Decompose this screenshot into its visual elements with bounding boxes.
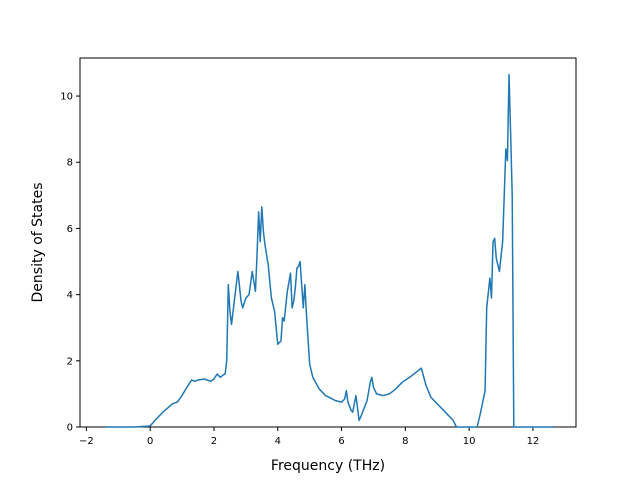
x-tick-label: 10: [463, 436, 476, 447]
y-axis-label: Density of States: [30, 183, 46, 303]
x-tick-label: 6: [338, 436, 344, 447]
x-tick-label: 12: [527, 436, 540, 447]
x-tick-label: −2: [79, 436, 94, 447]
x-tick-label: 8: [402, 436, 408, 447]
series-layer: [105, 73, 554, 428]
y-tick-label: 10: [60, 92, 73, 103]
x-axis-label: Frequency (THz): [271, 458, 385, 474]
dos-line: [105, 73, 554, 428]
y-tick-label: 4: [67, 290, 73, 301]
x-tick-label: 0: [147, 436, 153, 447]
y-tick-label: 8: [67, 158, 73, 169]
y-tick-label: 0: [67, 423, 73, 434]
x-tick-label: 4: [275, 436, 281, 447]
plot-frame: [79, 57, 577, 428]
y-tick-label: 6: [67, 224, 73, 235]
x-axis: −2 0 2 4 6 8 10 12: [79, 427, 539, 447]
plot-area: −2 0 2 4 6 8 10 12 0 2 4 6 8 10: [60, 57, 577, 447]
x-tick-label: 2: [211, 436, 217, 447]
y-axis: 0 2 4 6 8 10: [60, 92, 80, 434]
y-tick-label: 2: [67, 356, 73, 367]
